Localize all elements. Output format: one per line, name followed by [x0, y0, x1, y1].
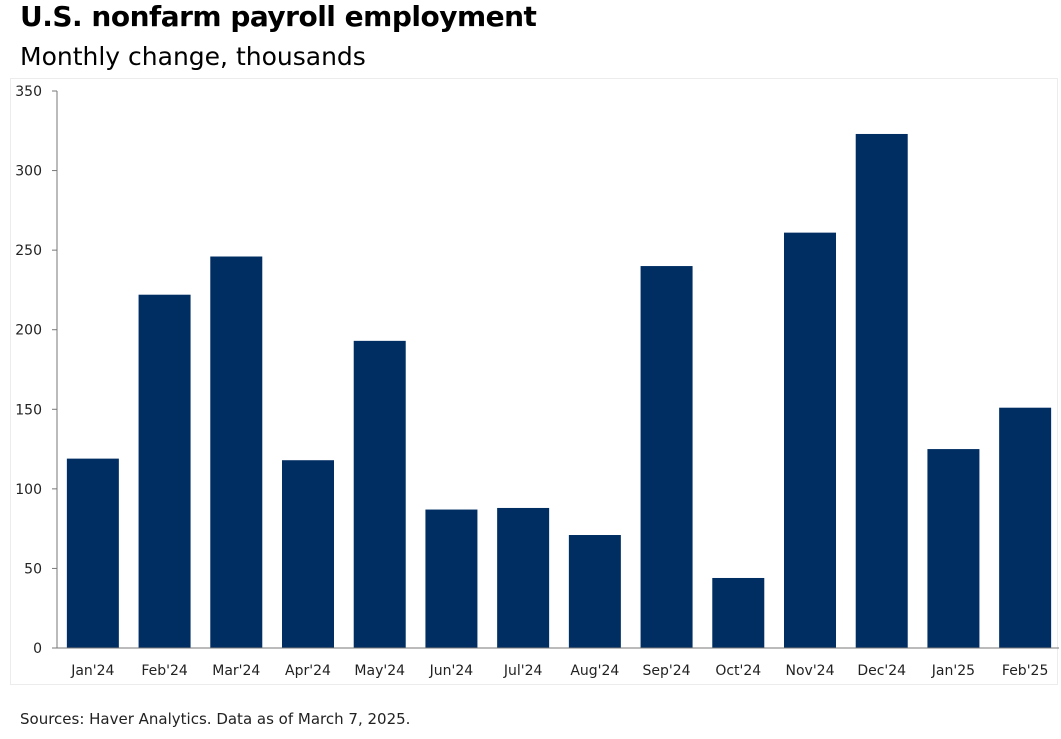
bar-Jul'24 — [497, 507, 550, 648]
x-tick-label: Feb'25 — [1002, 663, 1048, 679]
x-tick-label: Aug'24 — [570, 663, 619, 679]
chart-title: U.S. nonfarm payroll employment — [20, 0, 537, 33]
x-tick-label: Jan'24 — [70, 663, 114, 679]
bar-Oct'24 — [712, 577, 765, 648]
x-tick-label: May'24 — [354, 663, 405, 679]
x-tick-label: Sep'24 — [643, 663, 691, 679]
bar-Jan'25 — [927, 449, 980, 648]
bar-Mar'24 — [210, 256, 263, 648]
y-tick-label: 50 — [24, 561, 42, 577]
bar-Feb'24 — [138, 294, 191, 648]
bar-Jun'24 — [425, 509, 478, 648]
plot-frame — [10, 78, 1058, 685]
bar-Apr'24 — [282, 460, 334, 648]
x-tick-label: Jul'24 — [503, 663, 543, 679]
chart-subtitle: Monthly change, thousands — [20, 42, 366, 71]
x-tick-label: Apr'24 — [285, 663, 331, 679]
bar-Aug'24 — [568, 535, 621, 648]
bar-Dec'24 — [855, 133, 908, 648]
y-tick-label: 150 — [15, 402, 42, 418]
bar-Sep'24 — [640, 266, 693, 648]
x-tick-label: Dec'24 — [857, 663, 906, 679]
x-tick-label: Jan'25 — [931, 663, 975, 679]
x-tick-label: Mar'24 — [212, 663, 260, 679]
y-tick-label: 0 — [33, 641, 42, 657]
source-note: Sources: Haver Analytics. Data as of Mar… — [20, 710, 411, 728]
y-tick-label: 250 — [15, 243, 42, 259]
x-tick-label: Jun'24 — [429, 663, 474, 679]
bar-Feb'25 — [999, 407, 1052, 648]
x-tick-label: Nov'24 — [786, 663, 835, 679]
y-tick-label: 100 — [15, 482, 42, 498]
y-tick-label: 350 — [15, 84, 42, 100]
bar-Nov'24 — [784, 232, 836, 648]
y-tick-label: 300 — [15, 164, 42, 180]
x-tick-label: Oct'24 — [715, 663, 761, 679]
y-tick-label: 200 — [15, 323, 42, 339]
bar-May'24 — [353, 340, 406, 648]
bar-Jan'24 — [66, 458, 119, 648]
x-tick-label: Feb'24 — [141, 663, 188, 679]
